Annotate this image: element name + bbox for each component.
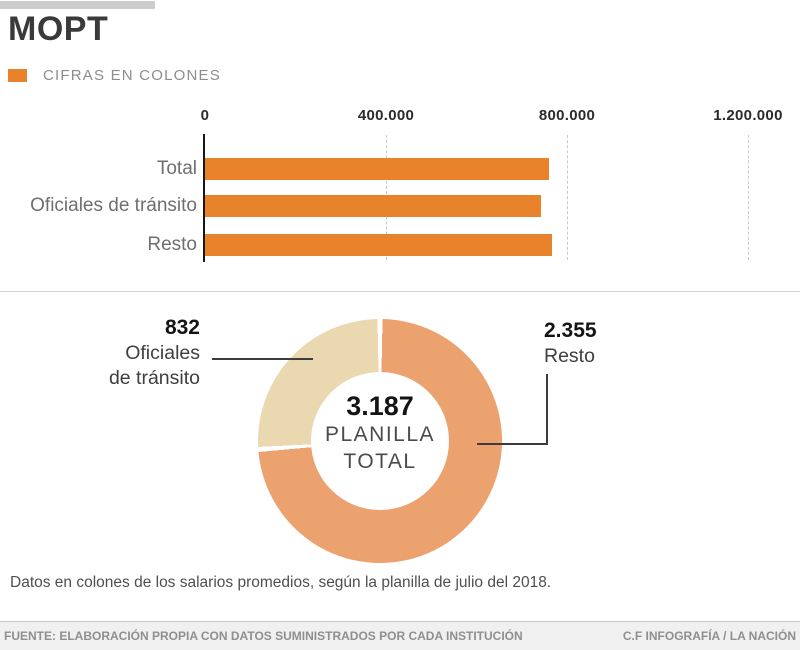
footer-bar: FUENTE: ELABORACIÓN PROPIA CON DATOS SUM…: [0, 621, 800, 650]
source-text: FUENTE: ELABORACIÓN PROPIA CON DATOS SUM…: [4, 629, 523, 643]
callout-resto-name: Resto: [544, 345, 595, 367]
callout-resto: 2.355 Resto: [544, 318, 597, 369]
legend-label: CIFRAS EN COLONES: [43, 67, 221, 84]
callout-oficiales-value: 832: [164, 316, 200, 339]
x-axis-tick-label-0: 0: [200, 107, 210, 124]
legend: CIFRAS EN COLONES: [8, 67, 221, 84]
donut-center-label-line1: PLANILLA: [324, 423, 436, 446]
x-axis-tick-label-800k: 800.000: [538, 107, 596, 124]
donut-hole: [311, 372, 449, 510]
callout-oficiales-name-line1: Oficiales: [125, 342, 200, 364]
page-title: MOPT: [8, 10, 109, 48]
value-bar-total: [205, 158, 549, 180]
callout-line-resto-vertical: [546, 374, 548, 445]
legend-swatch-icon: [8, 69, 27, 82]
value-bar-oficiales: [205, 195, 541, 217]
callout-oficiales-name-line2: de tránsito: [108, 367, 200, 389]
callout-line-oficiales: [212, 358, 313, 360]
x-axis-tick-label-1200k: 1.200.000: [713, 107, 783, 124]
value-bar-resto: [205, 234, 552, 256]
callout-line-resto-horizontal: [477, 443, 548, 445]
x-axis-tick-label-400k: 400.000: [357, 107, 415, 124]
callout-oficiales: 832 Oficiales de tránsito: [109, 315, 200, 391]
footnote: Datos en colones de los salarios promedi…: [10, 574, 552, 591]
top-accent-bar: [0, 1, 155, 9]
bar-label-total: Total: [156, 158, 197, 179]
gridline-800k: [567, 135, 568, 260]
credit-text: C.F INFOGRAFÍA / LA NACIÓN: [622, 629, 796, 643]
donut-center-label-line2: TOTAL: [343, 450, 417, 473]
callout-resto-value: 2.355: [544, 319, 597, 342]
bar-label-resto: Resto: [147, 234, 197, 255]
y-axis-line: [203, 134, 205, 262]
section-separator: [0, 291, 800, 292]
donut-center: 3.187 PLANILLA TOTAL: [300, 391, 460, 475]
bar-label-oficiales: Oficiales de tránsito: [30, 195, 197, 216]
gridline-1200k: [748, 135, 749, 260]
donut-center-value: 3.187: [346, 391, 414, 421]
